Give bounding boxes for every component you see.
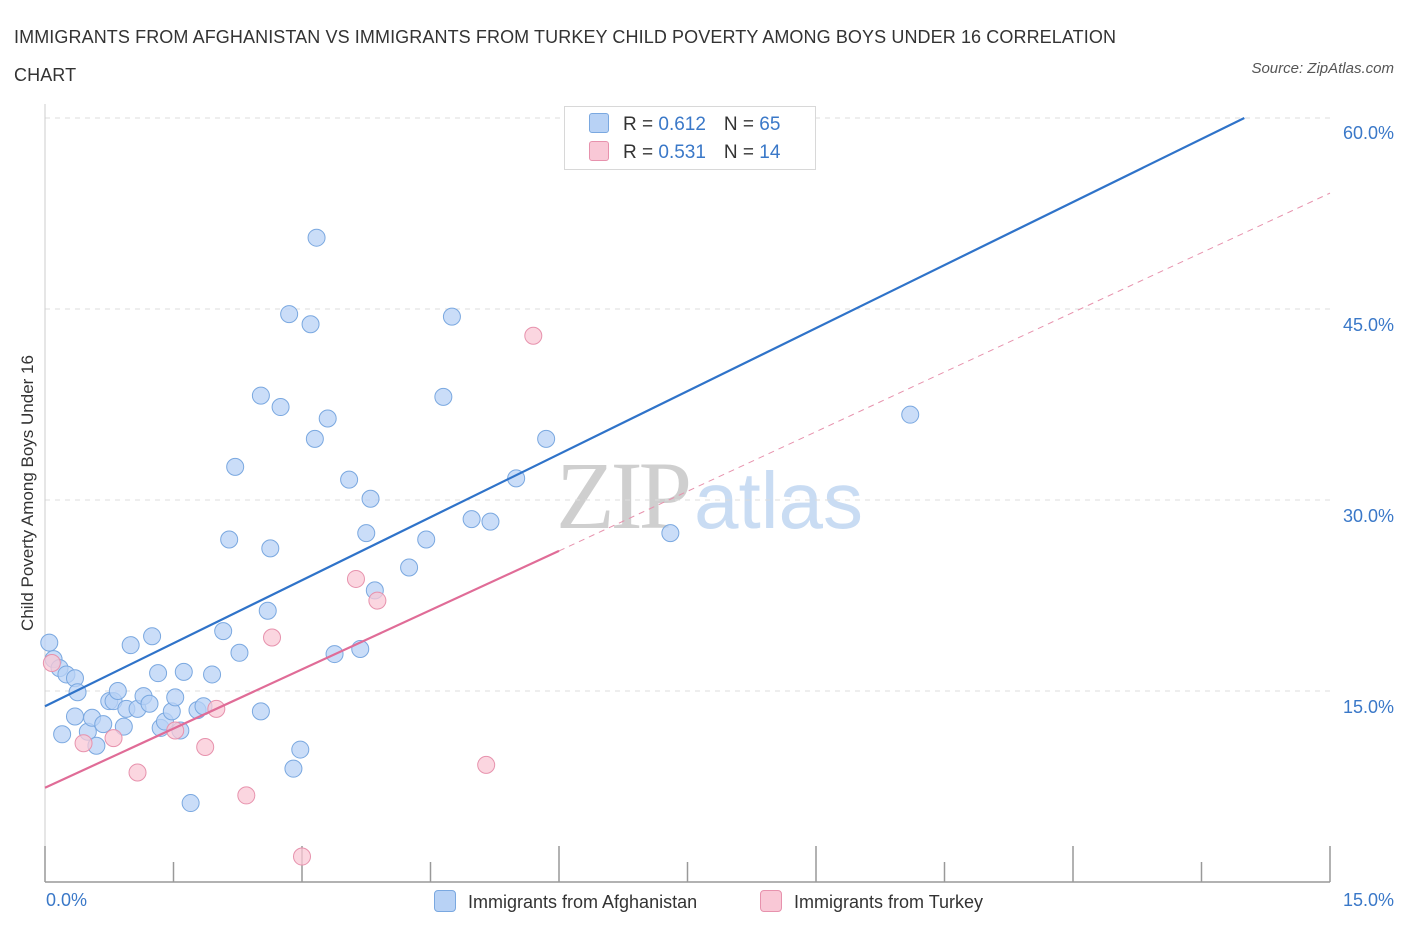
afghanistan-point — [417, 530, 436, 549]
legend-label-afghanistan: Immigrants from Afghanistan — [468, 892, 698, 912]
afghanistan-point — [251, 702, 270, 721]
x-tick-label: 0.0% — [46, 890, 88, 910]
afghanistan-point — [258, 601, 277, 620]
y-axis-label: Child Poverty Among Boys Under 16 — [18, 355, 37, 631]
r-label: R = — [623, 114, 659, 135]
afghanistan-point — [442, 307, 461, 326]
source-label: Source: ZipAtlas.com — [1251, 60, 1394, 77]
stats-legend-turkey: R = 0.531 N = 14 — [589, 141, 780, 165]
afghanistan-point — [140, 694, 159, 713]
afghanistan-point — [305, 429, 324, 448]
turkey-n-value: 14 — [759, 142, 781, 163]
stats-legend: R = 0.612 N = 65 R = 0.531 N = 14 — [564, 106, 816, 170]
afghanistan-point — [203, 665, 222, 684]
afghanistan-point — [307, 228, 326, 247]
turkey-point — [237, 786, 256, 805]
stats-legend-afghanistan: R = 0.612 N = 65 — [589, 113, 780, 137]
afghanistan-point — [284, 759, 303, 778]
turkey-swatch — [589, 141, 609, 161]
afghanistan-n-value: 65 — [759, 114, 781, 135]
turkey-trend-extension — [558, 192, 1331, 552]
legend-label-turkey: Immigrants from Turkey — [794, 892, 984, 912]
afghanistan-point — [280, 305, 299, 324]
chart-title: IMMIGRANTS FROM AFGHANISTAN VS IMMIGRANT… — [14, 27, 1117, 85]
afghanistan-point — [661, 524, 680, 543]
legend-item-turkey: Immigrants from Turkey — [760, 890, 983, 913]
afghanistan-point — [537, 429, 556, 448]
turkey-trend-line — [44, 549, 560, 789]
afghanistan-point — [143, 627, 162, 646]
afghanistan-point — [220, 530, 239, 549]
afghanistan-point — [53, 725, 72, 744]
y-tick-label: 30.0% — [1342, 506, 1394, 526]
afghanistan-point — [174, 662, 193, 681]
afghanistan-point — [481, 512, 500, 531]
afghanistan-point — [357, 524, 376, 543]
afghanistan-point — [261, 539, 280, 558]
afghanistan-trend-line — [44, 117, 1245, 708]
afghanistan-point — [149, 664, 168, 683]
turkey-point — [42, 653, 61, 672]
y-tick-label: 60.0% — [1342, 123, 1394, 143]
afghanistan-point — [166, 688, 185, 707]
afghanistan-point — [108, 682, 127, 700]
legend-item-afghanistan: Immigrants from Afghanistan — [434, 890, 697, 913]
turkey-point — [368, 591, 387, 610]
turkey-point — [263, 628, 282, 647]
turkey-point — [196, 738, 215, 757]
afghanistan-r-value: 0.612 — [658, 114, 706, 135]
n-label: N = — [723, 142, 760, 163]
y-tick-label: 45.0% — [1342, 315, 1394, 335]
afghanistan-point — [114, 717, 133, 736]
afghanistan-point — [400, 558, 419, 577]
n-label: N = — [723, 114, 760, 135]
afghanistan-point — [40, 633, 59, 652]
afghanistan-point — [226, 457, 245, 476]
afghanistan-point — [214, 622, 233, 641]
turkey-legend-swatch — [760, 890, 782, 912]
afghanistan-point — [361, 489, 380, 508]
turkey-r-value: 0.531 — [658, 142, 706, 163]
turkey-point — [128, 763, 147, 782]
afghanistan-point — [901, 405, 920, 424]
y-tick-label: 15.0% — [1342, 697, 1394, 717]
afghanistan-point — [291, 740, 310, 759]
turkey-point — [346, 569, 365, 588]
afghanistan-point — [121, 636, 140, 655]
afghanistan-point — [271, 398, 290, 417]
r-label: R = — [623, 142, 659, 163]
afghanistan-point — [434, 387, 453, 406]
turkey-point — [293, 847, 311, 866]
afghanistan-swatch — [589, 113, 609, 133]
afghanistan-legend-swatch — [434, 890, 456, 912]
turkey-point — [477, 755, 496, 774]
afghanistan-point — [340, 470, 359, 489]
afghanistan-point — [251, 386, 270, 405]
x-tick-label: 15.0% — [1342, 890, 1394, 910]
turkey-point — [104, 729, 123, 748]
afghanistan-point — [318, 409, 337, 428]
afghanistan-point — [94, 715, 113, 734]
afghanistan-point — [65, 707, 84, 726]
afghanistan-point — [230, 643, 249, 662]
turkey-point — [74, 734, 93, 753]
turkey-point — [524, 326, 543, 345]
afghanistan-point — [462, 510, 481, 529]
afghanistan-point — [301, 315, 320, 334]
afghanistan-point — [181, 794, 200, 813]
watermark: ZIPatlas — [556, 440, 863, 551]
